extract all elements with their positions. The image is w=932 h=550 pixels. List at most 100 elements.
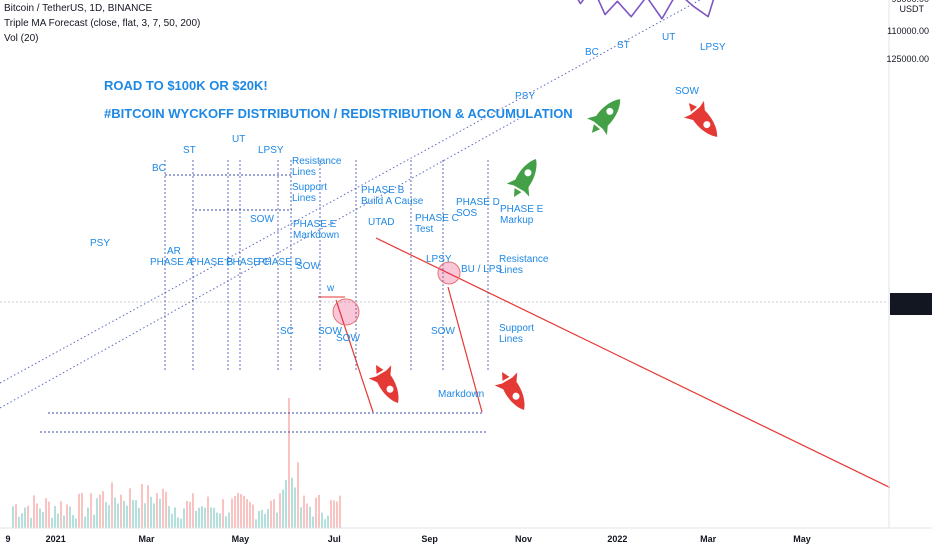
volume-bar	[48, 501, 50, 528]
rocket-down-icon	[684, 100, 718, 137]
phase-label: PHASE C	[226, 257, 270, 268]
volume-bar	[228, 512, 230, 528]
volume-bar	[231, 498, 233, 528]
volume-bar	[276, 512, 278, 528]
volume-bar	[45, 498, 47, 528]
event-label: SOW	[250, 214, 274, 225]
volume-bar	[144, 503, 146, 528]
volume-bar	[93, 514, 95, 528]
projection-line	[577, 0, 715, 20]
chart-header-volume: Vol (20)	[4, 33, 39, 44]
x-tick-label: 2021	[46, 534, 66, 544]
volume-bar	[282, 489, 284, 528]
volume-bar	[270, 500, 272, 528]
volume-bar	[294, 487, 296, 528]
volume-bar	[306, 503, 308, 528]
volume-bar	[315, 497, 317, 528]
volume-bar	[141, 484, 143, 528]
volume-bar	[138, 507, 140, 528]
descending-red-line	[375, 237, 932, 509]
volume-bar	[273, 499, 275, 528]
event-label: UT	[662, 32, 675, 43]
volume-bar	[207, 496, 209, 528]
volume-bar	[51, 517, 53, 528]
volume-bar	[249, 502, 251, 528]
event-label: BC	[152, 163, 166, 174]
volume-bar	[204, 507, 206, 528]
volume-bar	[195, 510, 197, 528]
markdown-line-b	[447, 286, 483, 413]
bu-lps-highlight-circle	[437, 261, 461, 285]
volume-bar	[177, 517, 179, 528]
last-price-countdown: 03:54:00	[894, 305, 929, 315]
volume-bar	[237, 492, 239, 528]
phase-label: PHASE E Markup	[500, 204, 544, 226]
volume-bar	[186, 500, 188, 528]
volume-bar	[300, 507, 302, 528]
volume-bar	[123, 500, 125, 528]
chart-header-indicator: Triple MA Forecast (close, flat, 3, 7, 5…	[4, 18, 201, 29]
channel-line-upper	[0, 0, 701, 384]
rocket-up-icon	[587, 99, 621, 136]
event-label: SOW	[431, 326, 455, 337]
phase-label: PHASE E Markdown	[293, 219, 339, 241]
volume-bar	[246, 499, 248, 528]
volume-bar	[30, 517, 32, 528]
volume-bar	[147, 485, 149, 528]
volume-bar	[33, 495, 35, 528]
x-tick-label: Mar	[700, 534, 717, 544]
volume-bar	[126, 505, 128, 528]
volume-bar	[162, 488, 164, 528]
volume-bar	[12, 506, 14, 528]
volume-bar	[108, 505, 110, 528]
event-label: SOW	[296, 261, 320, 272]
volume-bar	[261, 509, 263, 528]
volume-bar	[240, 494, 242, 528]
event-label: BC	[585, 47, 599, 58]
event-label: SC	[280, 326, 294, 337]
volume-bar	[288, 398, 290, 528]
level-label: Resistance Lines	[292, 156, 342, 178]
x-tick-label: May	[793, 534, 811, 544]
chart-header-title: Bitcoin / TetherUS, 1D, BINANCE	[4, 3, 153, 14]
event-label: BU / LPS	[461, 264, 502, 275]
volume-bar	[129, 488, 131, 528]
volume-bar	[192, 493, 194, 528]
volume-bar	[318, 494, 320, 528]
volume-bar	[303, 495, 305, 528]
volume-bar	[27, 505, 29, 528]
volume-bar	[255, 519, 257, 528]
y-unit-label: USDT	[900, 4, 925, 14]
sow-highlight-circle	[332, 298, 360, 326]
x-tick-label: 2022	[607, 534, 627, 544]
volume-bar	[336, 501, 338, 528]
volume-bar	[291, 477, 293, 528]
phase-label: PHASE B Build A Cause	[361, 185, 424, 207]
event-label: SOW	[336, 333, 360, 344]
volume-bar	[309, 506, 311, 528]
x-tick-label: 9	[5, 534, 10, 544]
volume-bar	[36, 503, 38, 528]
x-tick-label: Jul	[328, 534, 341, 544]
event-label: UT	[232, 134, 245, 145]
volume-bar	[90, 493, 92, 528]
phase-label: PHASE D	[258, 257, 302, 268]
volume-bar	[153, 503, 155, 528]
event-label: LPSY	[258, 145, 284, 156]
rocket-down-icon	[368, 364, 399, 404]
x-tick-label: May	[232, 534, 250, 544]
event-label: AR	[167, 246, 181, 257]
event-label: Markdown	[438, 389, 484, 400]
y-tick-label: 110000.00	[887, 26, 929, 36]
y-axis-background	[890, 0, 932, 550]
volume-bar	[216, 512, 218, 528]
volume-bars	[12, 398, 341, 528]
volume-bar	[189, 501, 191, 528]
event-label: PSY	[515, 91, 535, 102]
volume-bar	[180, 518, 182, 528]
chart-title: ROAD TO $100K OR $20K!	[104, 78, 268, 93]
chart-subtitle: #BITCOIN WYCKOFF DISTRIBUTION / REDISTRI…	[104, 106, 573, 121]
event-label: SOW	[318, 326, 342, 337]
rocket-down-icon	[494, 371, 525, 411]
